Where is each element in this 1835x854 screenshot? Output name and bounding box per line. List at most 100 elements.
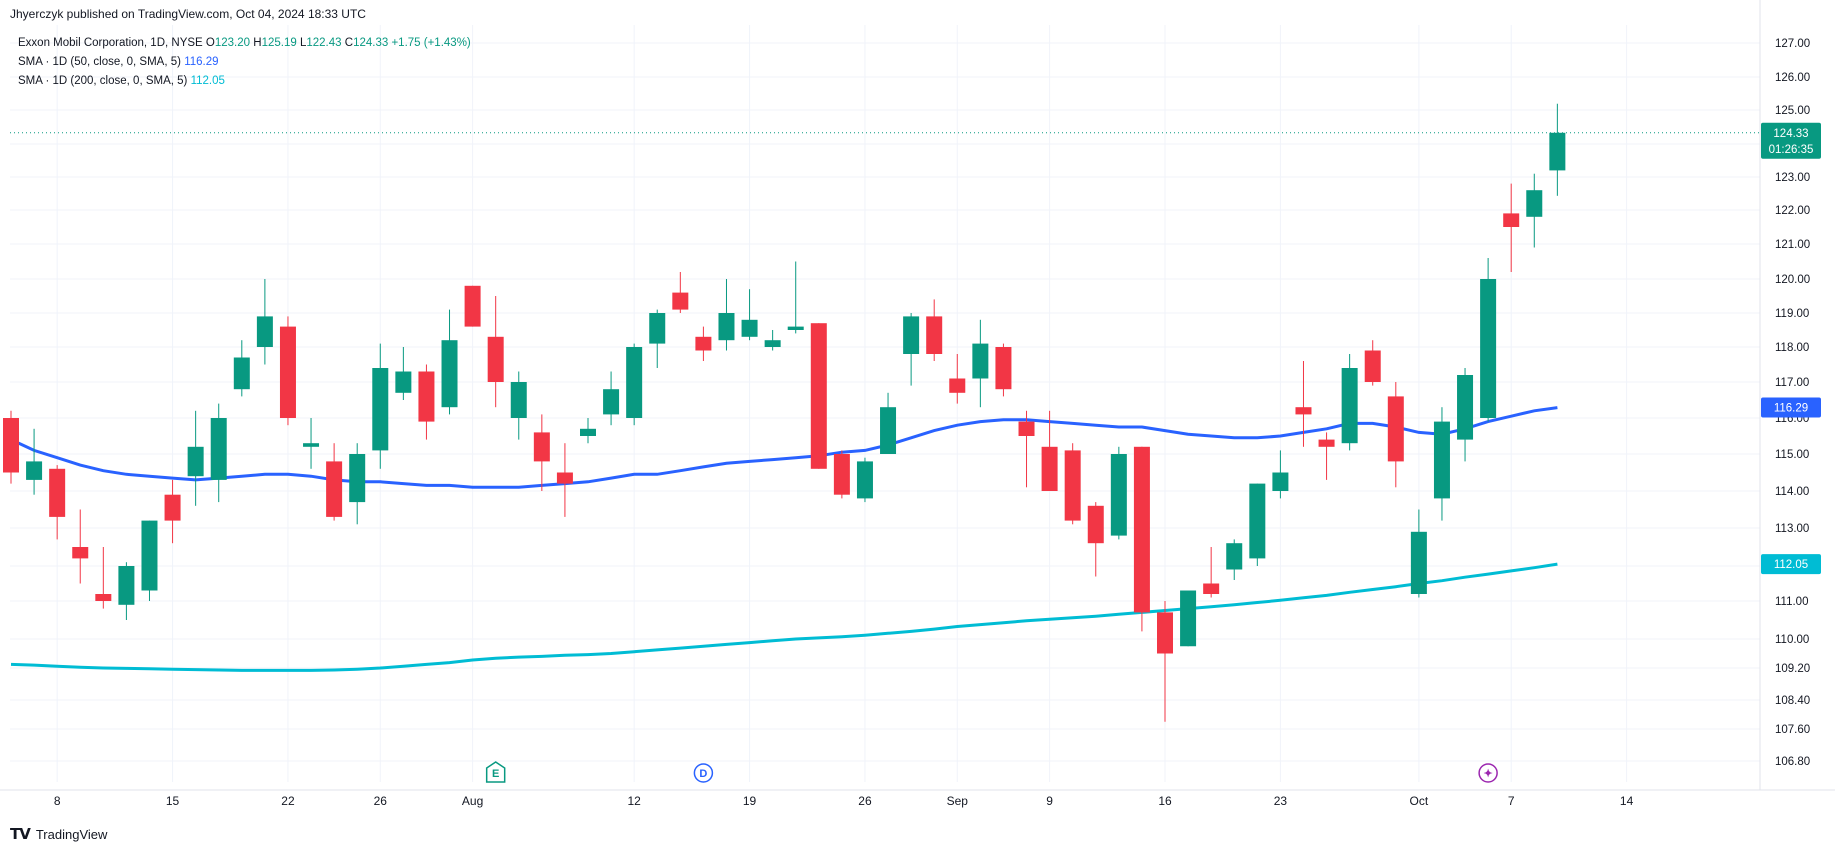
ohlc-low: 122.43	[306, 37, 342, 49]
candle	[1318, 432, 1335, 480]
candle	[603, 371, 620, 426]
legend-row-sma50[interactable]: SMA · 1D (50, close, 0, SMA, 5) 116.29	[18, 53, 471, 72]
sma50-label: SMA · 1D (50, close, 0, SMA, 5)	[18, 56, 181, 68]
candle	[1064, 443, 1081, 525]
candle	[1457, 368, 1474, 462]
candle-body	[464, 285, 481, 327]
x-tick-label: 8	[54, 794, 61, 808]
candle	[349, 443, 366, 525]
x-tick-label: 22	[281, 794, 295, 808]
y-tick-label: 107.60	[1775, 724, 1810, 736]
sma50-badge-text: 116.29	[1774, 403, 1808, 415]
candle-body	[1318, 439, 1335, 447]
candle	[995, 343, 1012, 397]
candle-body	[880, 407, 897, 454]
candle	[3, 410, 19, 484]
ohlc-c-label: C	[344, 37, 354, 49]
candle-body	[1110, 454, 1127, 536]
candle	[487, 296, 504, 408]
candle	[1157, 601, 1173, 722]
candle-body	[210, 418, 227, 480]
candle-body	[510, 382, 527, 418]
candle	[233, 340, 250, 397]
publisher-text: Jhyerczyk published on TradingView.com, …	[10, 7, 366, 21]
candle	[1018, 410, 1035, 488]
x-tick-label: Oct	[1410, 794, 1429, 808]
candle-body	[279, 326, 296, 418]
footer-brand-label: TradingView	[35, 826, 108, 842]
y-tick-label: 118.00	[1775, 342, 1809, 354]
candle-body	[395, 371, 412, 393]
symbol-label: Exxon Mobil Corporation, 1D, NYSE	[18, 37, 203, 49]
candle-body	[580, 428, 596, 436]
sma50-badge-bg	[1761, 397, 1821, 418]
candle	[1041, 410, 1058, 491]
candle-body	[1457, 375, 1474, 440]
sma200-value: 112.05	[190, 75, 225, 87]
candle	[441, 309, 458, 415]
candle	[856, 457, 873, 503]
x-tick-label: Aug	[462, 794, 483, 808]
candle	[372, 343, 389, 469]
earnings-icon	[485, 761, 506, 783]
last-price-badge-text: 01:26:35	[1769, 144, 1814, 156]
marker-layer: E D ✦	[485, 761, 1498, 783]
y-tick-label: 110.00	[1775, 634, 1809, 646]
candle	[210, 403, 227, 503]
y-tick-label: 121.00	[1775, 239, 1810, 251]
candle	[326, 443, 343, 521]
candle-body	[1387, 396, 1404, 462]
y-tick-label: 113.00	[1775, 523, 1809, 535]
candle-body	[1480, 279, 1497, 418]
chart-legend: Exxon Mobil Corporation, 1D, NYSE O123.2…	[18, 34, 471, 91]
candle	[903, 313, 920, 386]
candle-body	[49, 468, 66, 517]
candle	[695, 326, 712, 361]
candle-body	[1180, 590, 1197, 647]
candle-body	[118, 566, 135, 605]
candle-body	[1410, 531, 1427, 594]
candle-body	[949, 378, 966, 393]
earnings-marker[interactable]: E	[485, 761, 506, 783]
ohlc-close: 124.33	[353, 37, 389, 49]
candle	[303, 418, 320, 469]
candle-body	[303, 443, 320, 447]
y-tick-label: 119.00	[1775, 308, 1809, 320]
candle	[395, 347, 412, 400]
last-price-badge-text: 124.33	[1773, 128, 1808, 140]
candle-body	[1526, 190, 1543, 217]
sma200-line	[10, 562, 1558, 672]
y-tick-label: 123.00	[1775, 172, 1810, 184]
sma200-badge-bg	[1761, 554, 1821, 575]
last-price-badge: 124.33 01:26:35	[1761, 122, 1821, 159]
ohlc-l-label: L	[299, 37, 307, 49]
upcoming-marker[interactable]: ✦	[1478, 763, 1498, 783]
footer-brand[interactable]: 𝗧𝗩 TradingView	[10, 825, 107, 843]
x-tick-label: 14	[1620, 794, 1634, 808]
candle-body	[1064, 450, 1081, 521]
x-tick-label: 19	[743, 794, 757, 808]
event-marker-label: E	[492, 768, 499, 780]
tradingview-logo-icon: 𝗧𝗩	[10, 826, 31, 843]
ohlc-h-label: H	[253, 37, 262, 49]
candle	[26, 428, 43, 495]
candle	[764, 330, 781, 351]
candle-body	[256, 316, 273, 347]
x-tick-label: 15	[166, 794, 180, 808]
sma200-badge-text: 112.05	[1774, 559, 1808, 571]
candle-body	[1203, 583, 1220, 594]
candle	[1180, 590, 1197, 647]
candle-body	[1041, 446, 1058, 491]
legend-row-sma200[interactable]: SMA · 1D (200, close, 0, SMA, 5) 112.05	[18, 72, 471, 91]
candle-body	[372, 368, 389, 451]
y-tick-label: 127.00	[1775, 38, 1810, 50]
event-marker-label: D	[699, 768, 707, 780]
dividend-marker[interactable]: D	[693, 763, 714, 783]
candle	[464, 285, 481, 327]
candle-body	[810, 323, 827, 469]
y-tick-label: 117.00	[1775, 377, 1809, 389]
x-tick-label: 26	[858, 794, 872, 808]
candle	[1203, 547, 1220, 598]
candle-body	[856, 461, 873, 499]
